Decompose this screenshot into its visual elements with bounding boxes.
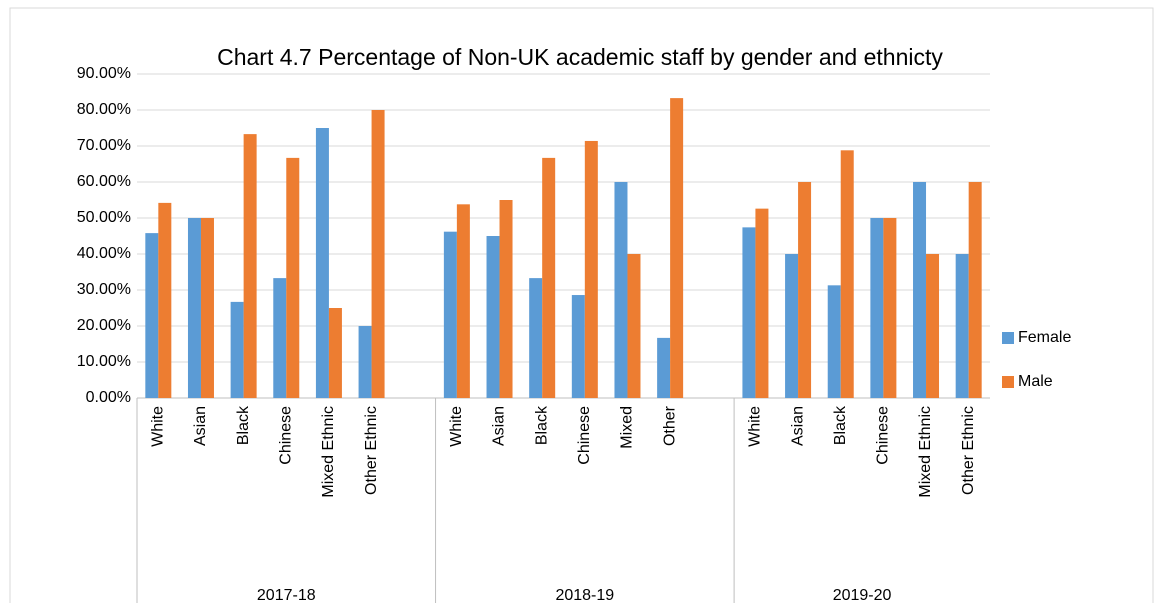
bar xyxy=(755,208,769,398)
group-label: 2017-18 xyxy=(257,587,316,603)
bar xyxy=(955,254,969,398)
y-tick-label: 40.00% xyxy=(77,245,131,262)
legend-label: Male xyxy=(1018,373,1053,390)
y-tick-label: 70.00% xyxy=(77,137,131,154)
legend-swatch xyxy=(1002,376,1014,388)
bar xyxy=(456,204,470,398)
group-label: 2018-19 xyxy=(555,587,614,603)
x-tick-label: Black xyxy=(533,405,550,445)
bar xyxy=(328,308,342,398)
bar xyxy=(273,278,287,398)
x-tick-label: White xyxy=(150,406,167,447)
bar xyxy=(145,233,159,398)
bar xyxy=(742,227,756,398)
bar xyxy=(230,301,244,398)
x-tick-label: Other Ethnic xyxy=(960,406,977,495)
bar xyxy=(542,157,556,398)
x-tick-label: Asian xyxy=(192,406,209,446)
bar xyxy=(840,150,854,398)
x-tick-label: Chinese xyxy=(277,406,294,465)
bar xyxy=(486,236,500,398)
x-tick-label: White xyxy=(448,406,465,447)
y-tick-label: 90.00% xyxy=(77,65,131,82)
bar xyxy=(870,218,884,398)
x-tick-label: Mixed xyxy=(619,406,636,449)
y-tick-label: 10.00% xyxy=(77,353,131,370)
bar xyxy=(200,218,214,398)
bar xyxy=(243,134,257,398)
x-tick-label: Asian xyxy=(789,406,806,446)
legend-swatch xyxy=(1002,332,1014,344)
y-tick-label: 20.00% xyxy=(77,317,131,334)
bar xyxy=(883,218,897,398)
y-tick-label: 50.00% xyxy=(77,209,131,226)
bar xyxy=(286,157,300,398)
group-label: 2019-20 xyxy=(833,587,892,603)
bar xyxy=(158,202,172,398)
chart-border xyxy=(9,7,1154,603)
bar xyxy=(584,140,598,398)
y-tick-label: 60.00% xyxy=(77,173,131,190)
x-tick-label: Other Ethnic xyxy=(363,406,380,495)
bar xyxy=(627,254,641,398)
x-tick-label: Chinese xyxy=(875,406,892,465)
bar xyxy=(499,200,513,398)
x-tick-label: White xyxy=(747,406,764,447)
bar xyxy=(968,182,982,398)
bar xyxy=(571,295,585,398)
x-tick-label: Mixed Ethnic xyxy=(917,406,934,498)
bar xyxy=(614,182,628,398)
bar xyxy=(657,337,671,398)
x-tick-label: Other xyxy=(661,405,678,446)
bar xyxy=(371,110,385,398)
x-tick-label: Chinese xyxy=(576,406,593,465)
bar xyxy=(785,254,799,398)
bar xyxy=(798,182,812,398)
bar xyxy=(926,254,940,398)
legend-label: Female xyxy=(1018,329,1071,346)
x-tick-label: Asian xyxy=(491,406,508,446)
x-tick-label: Black xyxy=(235,405,252,445)
bar xyxy=(187,218,201,398)
chart-title: Chart 4.7 Percentage of Non-UK academic … xyxy=(217,44,943,70)
x-tick-label: Mixed Ethnic xyxy=(320,406,337,498)
bar xyxy=(670,98,684,399)
bar xyxy=(443,231,457,398)
bar xyxy=(529,278,543,398)
y-tick-label: 0.00% xyxy=(86,389,131,406)
bar xyxy=(913,182,927,398)
x-tick-label: Black xyxy=(832,405,849,445)
y-tick-label: 80.00% xyxy=(77,101,131,118)
bar xyxy=(827,285,841,398)
bar xyxy=(315,128,329,398)
bar xyxy=(358,326,372,398)
y-tick-label: 30.00% xyxy=(77,281,131,298)
